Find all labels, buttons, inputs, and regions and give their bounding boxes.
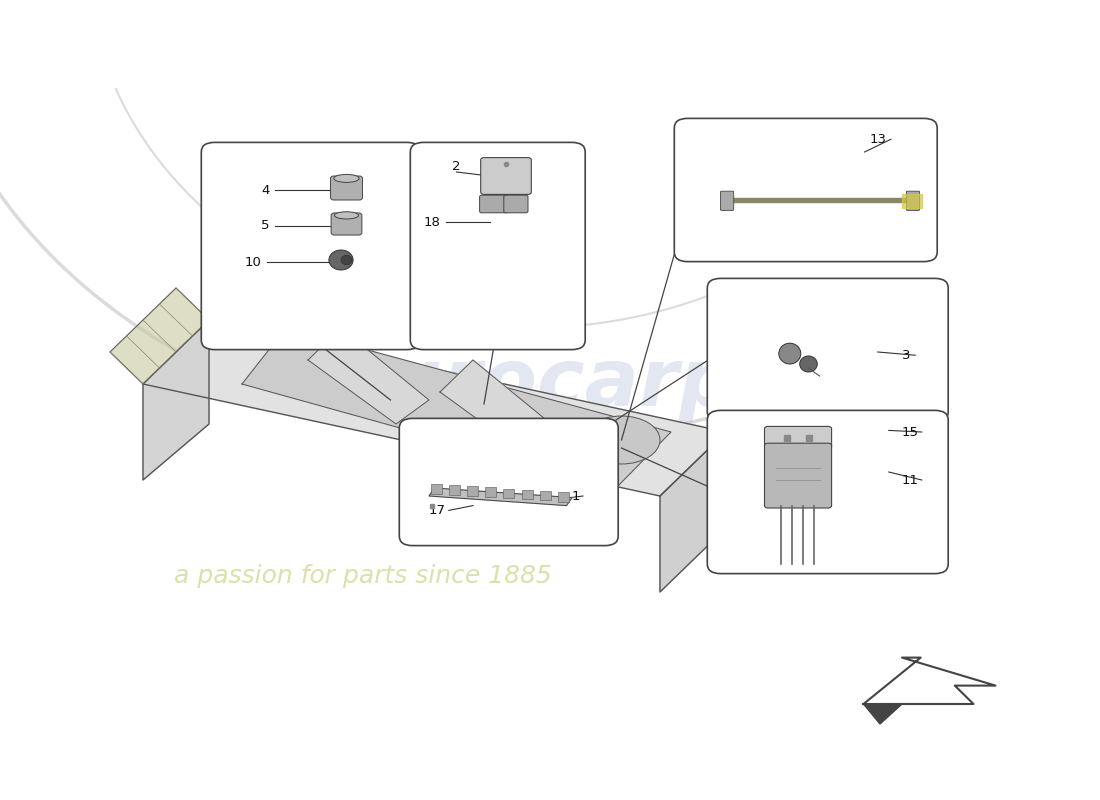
- Text: 13: 13: [870, 133, 887, 146]
- Ellipse shape: [583, 416, 660, 464]
- Bar: [468, 486, 478, 496]
- Ellipse shape: [800, 356, 817, 372]
- Ellipse shape: [329, 250, 353, 270]
- Text: a passion for parts since 1885: a passion for parts since 1885: [174, 564, 552, 588]
- Polygon shape: [440, 360, 561, 456]
- Ellipse shape: [341, 255, 352, 265]
- Text: 10: 10: [245, 256, 262, 269]
- Text: 3: 3: [902, 349, 911, 362]
- FancyBboxPatch shape: [707, 410, 948, 574]
- Bar: [485, 487, 496, 497]
- Text: 11: 11: [902, 474, 918, 486]
- Polygon shape: [110, 288, 209, 384]
- FancyBboxPatch shape: [481, 158, 531, 194]
- Polygon shape: [143, 320, 726, 496]
- Polygon shape: [242, 328, 671, 488]
- Bar: [449, 485, 460, 494]
- FancyBboxPatch shape: [331, 213, 362, 235]
- Text: 2: 2: [452, 160, 461, 173]
- Ellipse shape: [779, 343, 801, 364]
- FancyBboxPatch shape: [720, 191, 734, 210]
- Polygon shape: [143, 320, 209, 480]
- Polygon shape: [660, 432, 726, 592]
- FancyBboxPatch shape: [707, 278, 948, 422]
- FancyBboxPatch shape: [410, 142, 585, 350]
- FancyBboxPatch shape: [674, 118, 937, 262]
- Text: 1: 1: [571, 490, 580, 502]
- Polygon shape: [429, 488, 572, 506]
- Bar: [521, 490, 532, 499]
- Bar: [540, 491, 551, 501]
- Text: 4: 4: [261, 184, 270, 197]
- Polygon shape: [864, 658, 996, 704]
- Text: 5: 5: [261, 219, 270, 232]
- Polygon shape: [864, 704, 902, 724]
- FancyBboxPatch shape: [480, 195, 508, 213]
- FancyBboxPatch shape: [201, 142, 420, 350]
- Bar: [431, 484, 442, 494]
- Ellipse shape: [334, 212, 359, 219]
- FancyBboxPatch shape: [330, 176, 363, 200]
- FancyBboxPatch shape: [504, 195, 528, 213]
- Polygon shape: [724, 198, 913, 202]
- Ellipse shape: [334, 174, 359, 182]
- Text: eurocarparts: eurocarparts: [330, 345, 917, 423]
- Polygon shape: [902, 194, 922, 208]
- FancyBboxPatch shape: [906, 191, 920, 210]
- Bar: [504, 489, 515, 498]
- FancyBboxPatch shape: [764, 443, 832, 508]
- FancyBboxPatch shape: [764, 426, 832, 449]
- Text: 15: 15: [902, 426, 918, 438]
- Bar: [558, 492, 569, 502]
- Text: 18: 18: [424, 216, 440, 229]
- Polygon shape: [308, 328, 429, 424]
- FancyBboxPatch shape: [399, 418, 618, 546]
- Text: 17: 17: [429, 504, 446, 517]
